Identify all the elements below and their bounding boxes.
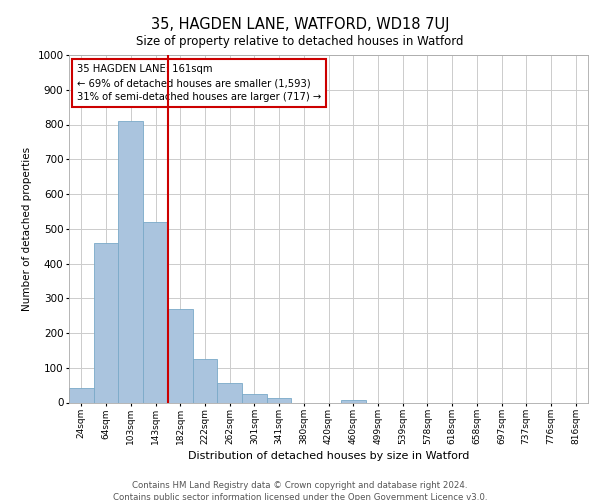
Bar xyxy=(242,394,267,402)
Bar xyxy=(143,222,168,402)
Text: Contains HM Land Registry data © Crown copyright and database right 2024.: Contains HM Land Registry data © Crown c… xyxy=(132,481,468,490)
Text: Contains public sector information licensed under the Open Government Licence v3: Contains public sector information licen… xyxy=(113,492,487,500)
Text: 35, HAGDEN LANE, WATFORD, WD18 7UJ: 35, HAGDEN LANE, WATFORD, WD18 7UJ xyxy=(151,18,449,32)
Bar xyxy=(193,359,217,403)
Bar xyxy=(69,388,94,402)
Bar xyxy=(341,400,365,402)
Y-axis label: Number of detached properties: Number of detached properties xyxy=(22,146,32,311)
Bar xyxy=(94,242,118,402)
X-axis label: Distribution of detached houses by size in Watford: Distribution of detached houses by size … xyxy=(188,452,469,462)
Bar xyxy=(118,121,143,402)
Bar xyxy=(217,382,242,402)
Text: 35 HAGDEN LANE: 161sqm
← 69% of detached houses are smaller (1,593)
31% of semi-: 35 HAGDEN LANE: 161sqm ← 69% of detached… xyxy=(77,64,321,102)
Text: Size of property relative to detached houses in Watford: Size of property relative to detached ho… xyxy=(136,35,464,48)
Bar xyxy=(267,398,292,402)
Bar xyxy=(168,308,193,402)
